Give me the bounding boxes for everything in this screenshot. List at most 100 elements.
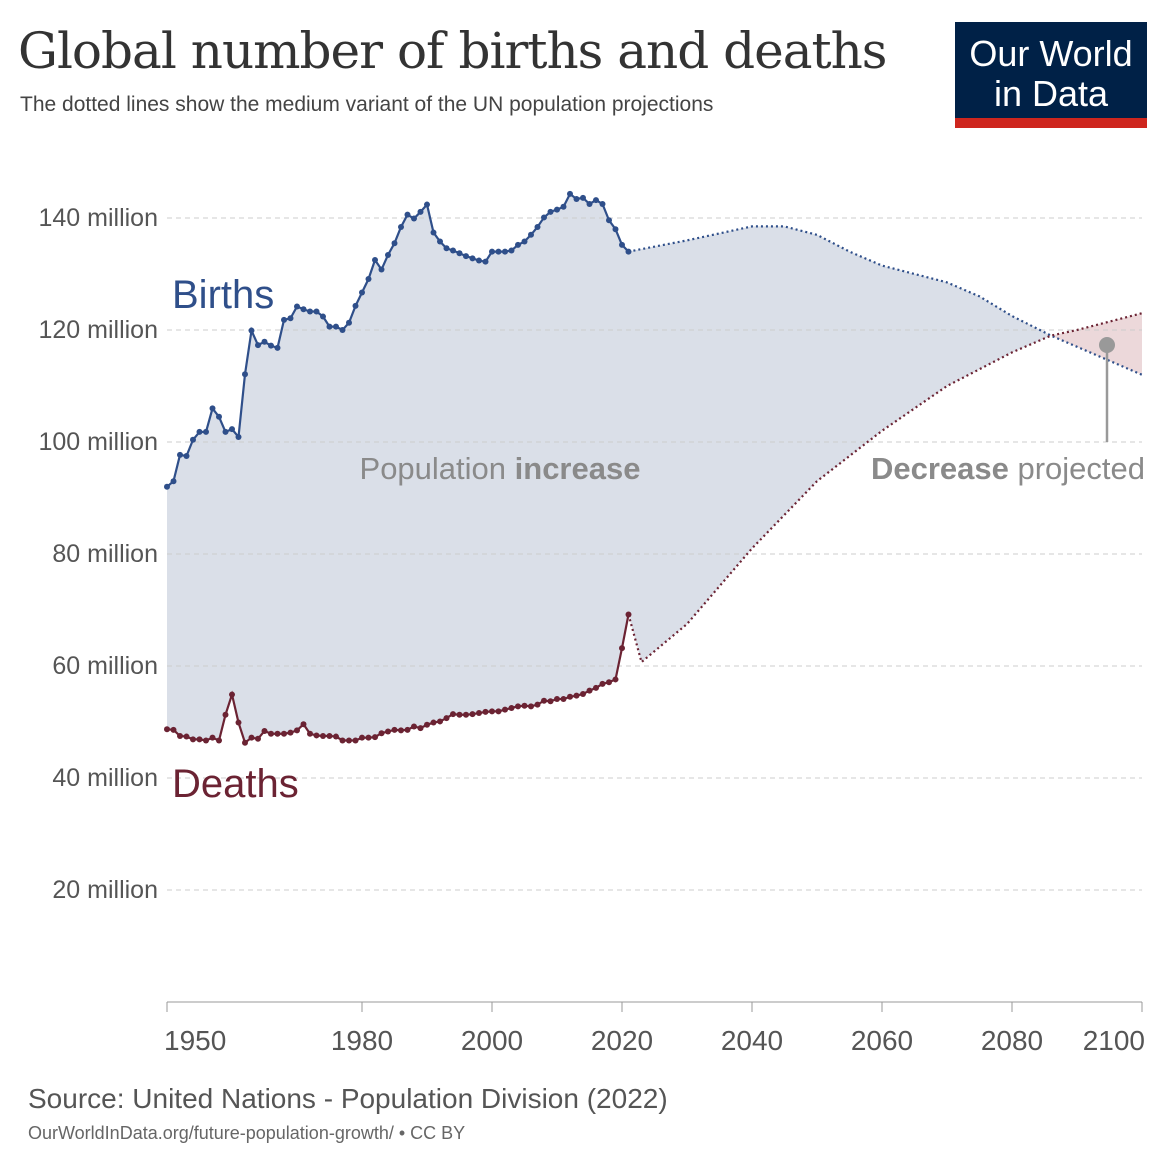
births-point	[268, 342, 274, 349]
births-point	[567, 190, 573, 197]
deaths-point	[248, 734, 255, 741]
births-point	[287, 315, 294, 322]
births-point	[209, 405, 216, 412]
births-point	[346, 319, 352, 326]
births-point	[378, 266, 385, 273]
deaths-point	[372, 734, 378, 741]
births-point	[255, 342, 261, 349]
births-point	[619, 241, 625, 248]
deaths-point	[274, 730, 281, 737]
deaths-point	[300, 721, 307, 728]
births-point	[404, 211, 411, 218]
births-point	[190, 436, 196, 443]
deaths-point	[547, 698, 554, 705]
deaths-point	[326, 733, 333, 739]
deaths-point	[502, 706, 508, 713]
births-point	[547, 208, 554, 215]
deaths-point	[586, 687, 593, 694]
deaths-point	[255, 735, 261, 742]
deaths-point	[268, 730, 274, 737]
y-tick-label: 120 million	[38, 316, 158, 344]
source-url[interactable]: OurWorldInData.org/future-population-gro…	[28, 1123, 466, 1143]
owid-logo[interactable]: Our World in Data	[955, 22, 1147, 128]
births-point	[417, 208, 424, 215]
births-point	[515, 241, 521, 248]
deaths-point	[580, 691, 586, 697]
deaths-point	[612, 676, 619, 683]
births-point	[183, 453, 190, 459]
deaths-point	[196, 736, 203, 743]
births-point	[502, 248, 508, 255]
y-tick-label: 20 million	[52, 876, 158, 904]
increase-area	[167, 193, 1051, 743]
births-point	[586, 201, 593, 207]
logo-accent-bar	[955, 118, 1147, 128]
births-point	[534, 223, 541, 230]
x-tick-label: 2040	[721, 1025, 783, 1056]
deaths-point	[411, 723, 417, 730]
deaths-point	[567, 693, 573, 700]
deaths-point	[365, 734, 372, 741]
deaths-point	[606, 679, 612, 686]
deaths-point	[378, 730, 385, 737]
deaths-point	[573, 692, 580, 699]
births-point	[476, 257, 482, 264]
x-tick-label: 1980	[331, 1025, 393, 1056]
births-point	[612, 226, 619, 233]
y-tick-label: 100 million	[38, 428, 158, 456]
increase-text: Population	[360, 451, 515, 486]
x-tick-label: 2020	[591, 1025, 653, 1056]
births-point	[437, 238, 443, 245]
deaths-point	[521, 702, 528, 709]
deaths-point	[450, 711, 456, 718]
logo-line-2: in Data	[993, 73, 1109, 114]
increase-bold-text: increase	[515, 451, 641, 486]
deaths-point	[287, 729, 294, 736]
births-point	[352, 302, 359, 309]
deaths-point	[216, 737, 222, 744]
deaths-point	[430, 719, 437, 726]
deaths-point	[359, 734, 365, 741]
deaths-point	[619, 645, 625, 652]
x-tick-label: 2060	[851, 1025, 913, 1056]
deaths-point	[599, 680, 606, 687]
deaths-point	[294, 727, 300, 734]
births-point	[593, 197, 599, 204]
births-point	[424, 201, 430, 208]
births-point	[573, 195, 580, 202]
deaths-point	[482, 708, 489, 715]
deaths-point	[463, 711, 469, 718]
births-point	[294, 303, 300, 310]
births-point	[333, 323, 339, 330]
deaths-point	[391, 726, 398, 733]
y-tick-label: 40 million	[52, 764, 158, 792]
y-tick-label: 60 million	[52, 652, 158, 680]
births-point	[203, 428, 209, 435]
births-point	[248, 327, 255, 334]
births-point	[359, 289, 365, 296]
deaths-point	[424, 721, 430, 728]
deaths-point	[495, 708, 502, 715]
births-point	[307, 308, 313, 315]
deaths-point	[261, 727, 268, 734]
births-point	[508, 247, 515, 254]
births-point	[235, 433, 242, 440]
births-point	[469, 255, 476, 262]
births-point	[625, 248, 632, 255]
births-point	[606, 217, 612, 224]
deaths-point	[242, 739, 248, 746]
deaths-point	[398, 727, 404, 734]
x-tick-label: 2100	[1083, 1025, 1145, 1056]
chart-subtitle: The dotted lines show the medium variant…	[20, 93, 714, 116]
deaths-point	[164, 726, 170, 733]
births-point	[339, 327, 346, 333]
x-tick-label: 2080	[981, 1025, 1043, 1056]
deaths-point	[170, 726, 177, 733]
source-note: Source: United Nations - Population Divi…	[28, 1083, 668, 1114]
deaths-point	[333, 733, 339, 740]
x-tick-label: 1950	[164, 1025, 226, 1056]
births-point	[222, 428, 229, 435]
decrease-bold-text: Decrease	[871, 451, 1009, 486]
births-point	[170, 478, 177, 485]
